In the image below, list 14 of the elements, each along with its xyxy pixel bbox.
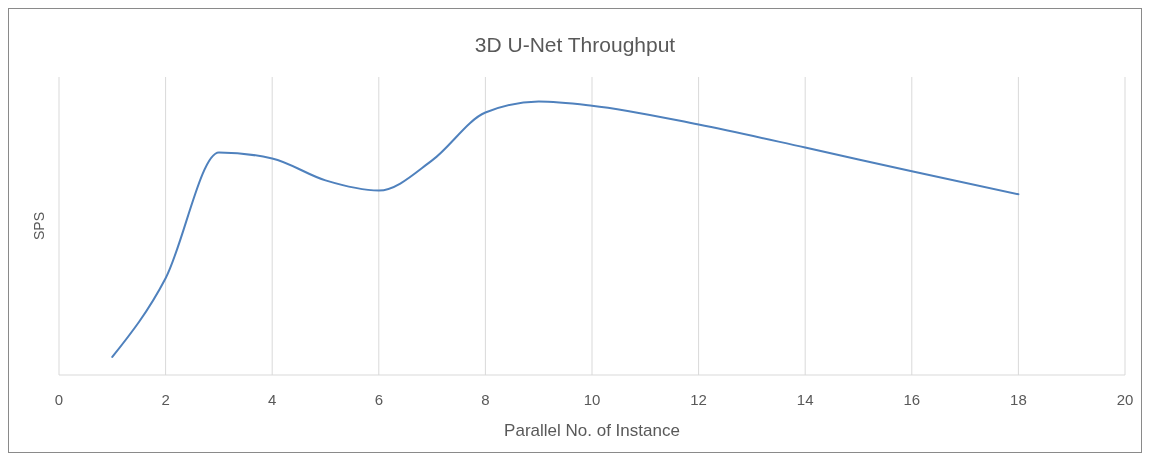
x-tick-label: 18 bbox=[1010, 391, 1027, 408]
chart-title: 3D U-Net Throughput bbox=[474, 33, 676, 56]
x-tick-label: 4 bbox=[268, 391, 277, 408]
x-axis-title: Parallel No. of Instance bbox=[504, 421, 680, 440]
x-tick-label: 10 bbox=[583, 391, 601, 408]
x-tick-label: 2 bbox=[161, 391, 170, 408]
x-tick-label: 12 bbox=[690, 391, 707, 408]
y-axis-title: SPS bbox=[31, 211, 47, 241]
x-tick-label: 6 bbox=[374, 391, 383, 408]
x-tick-label: 16 bbox=[903, 391, 921, 408]
x-tick-label: 14 bbox=[796, 391, 814, 408]
x-tick-label: 0 bbox=[54, 391, 64, 408]
x-tick-label: 8 bbox=[481, 391, 490, 408]
x-tick-label: 20 bbox=[1116, 391, 1134, 408]
